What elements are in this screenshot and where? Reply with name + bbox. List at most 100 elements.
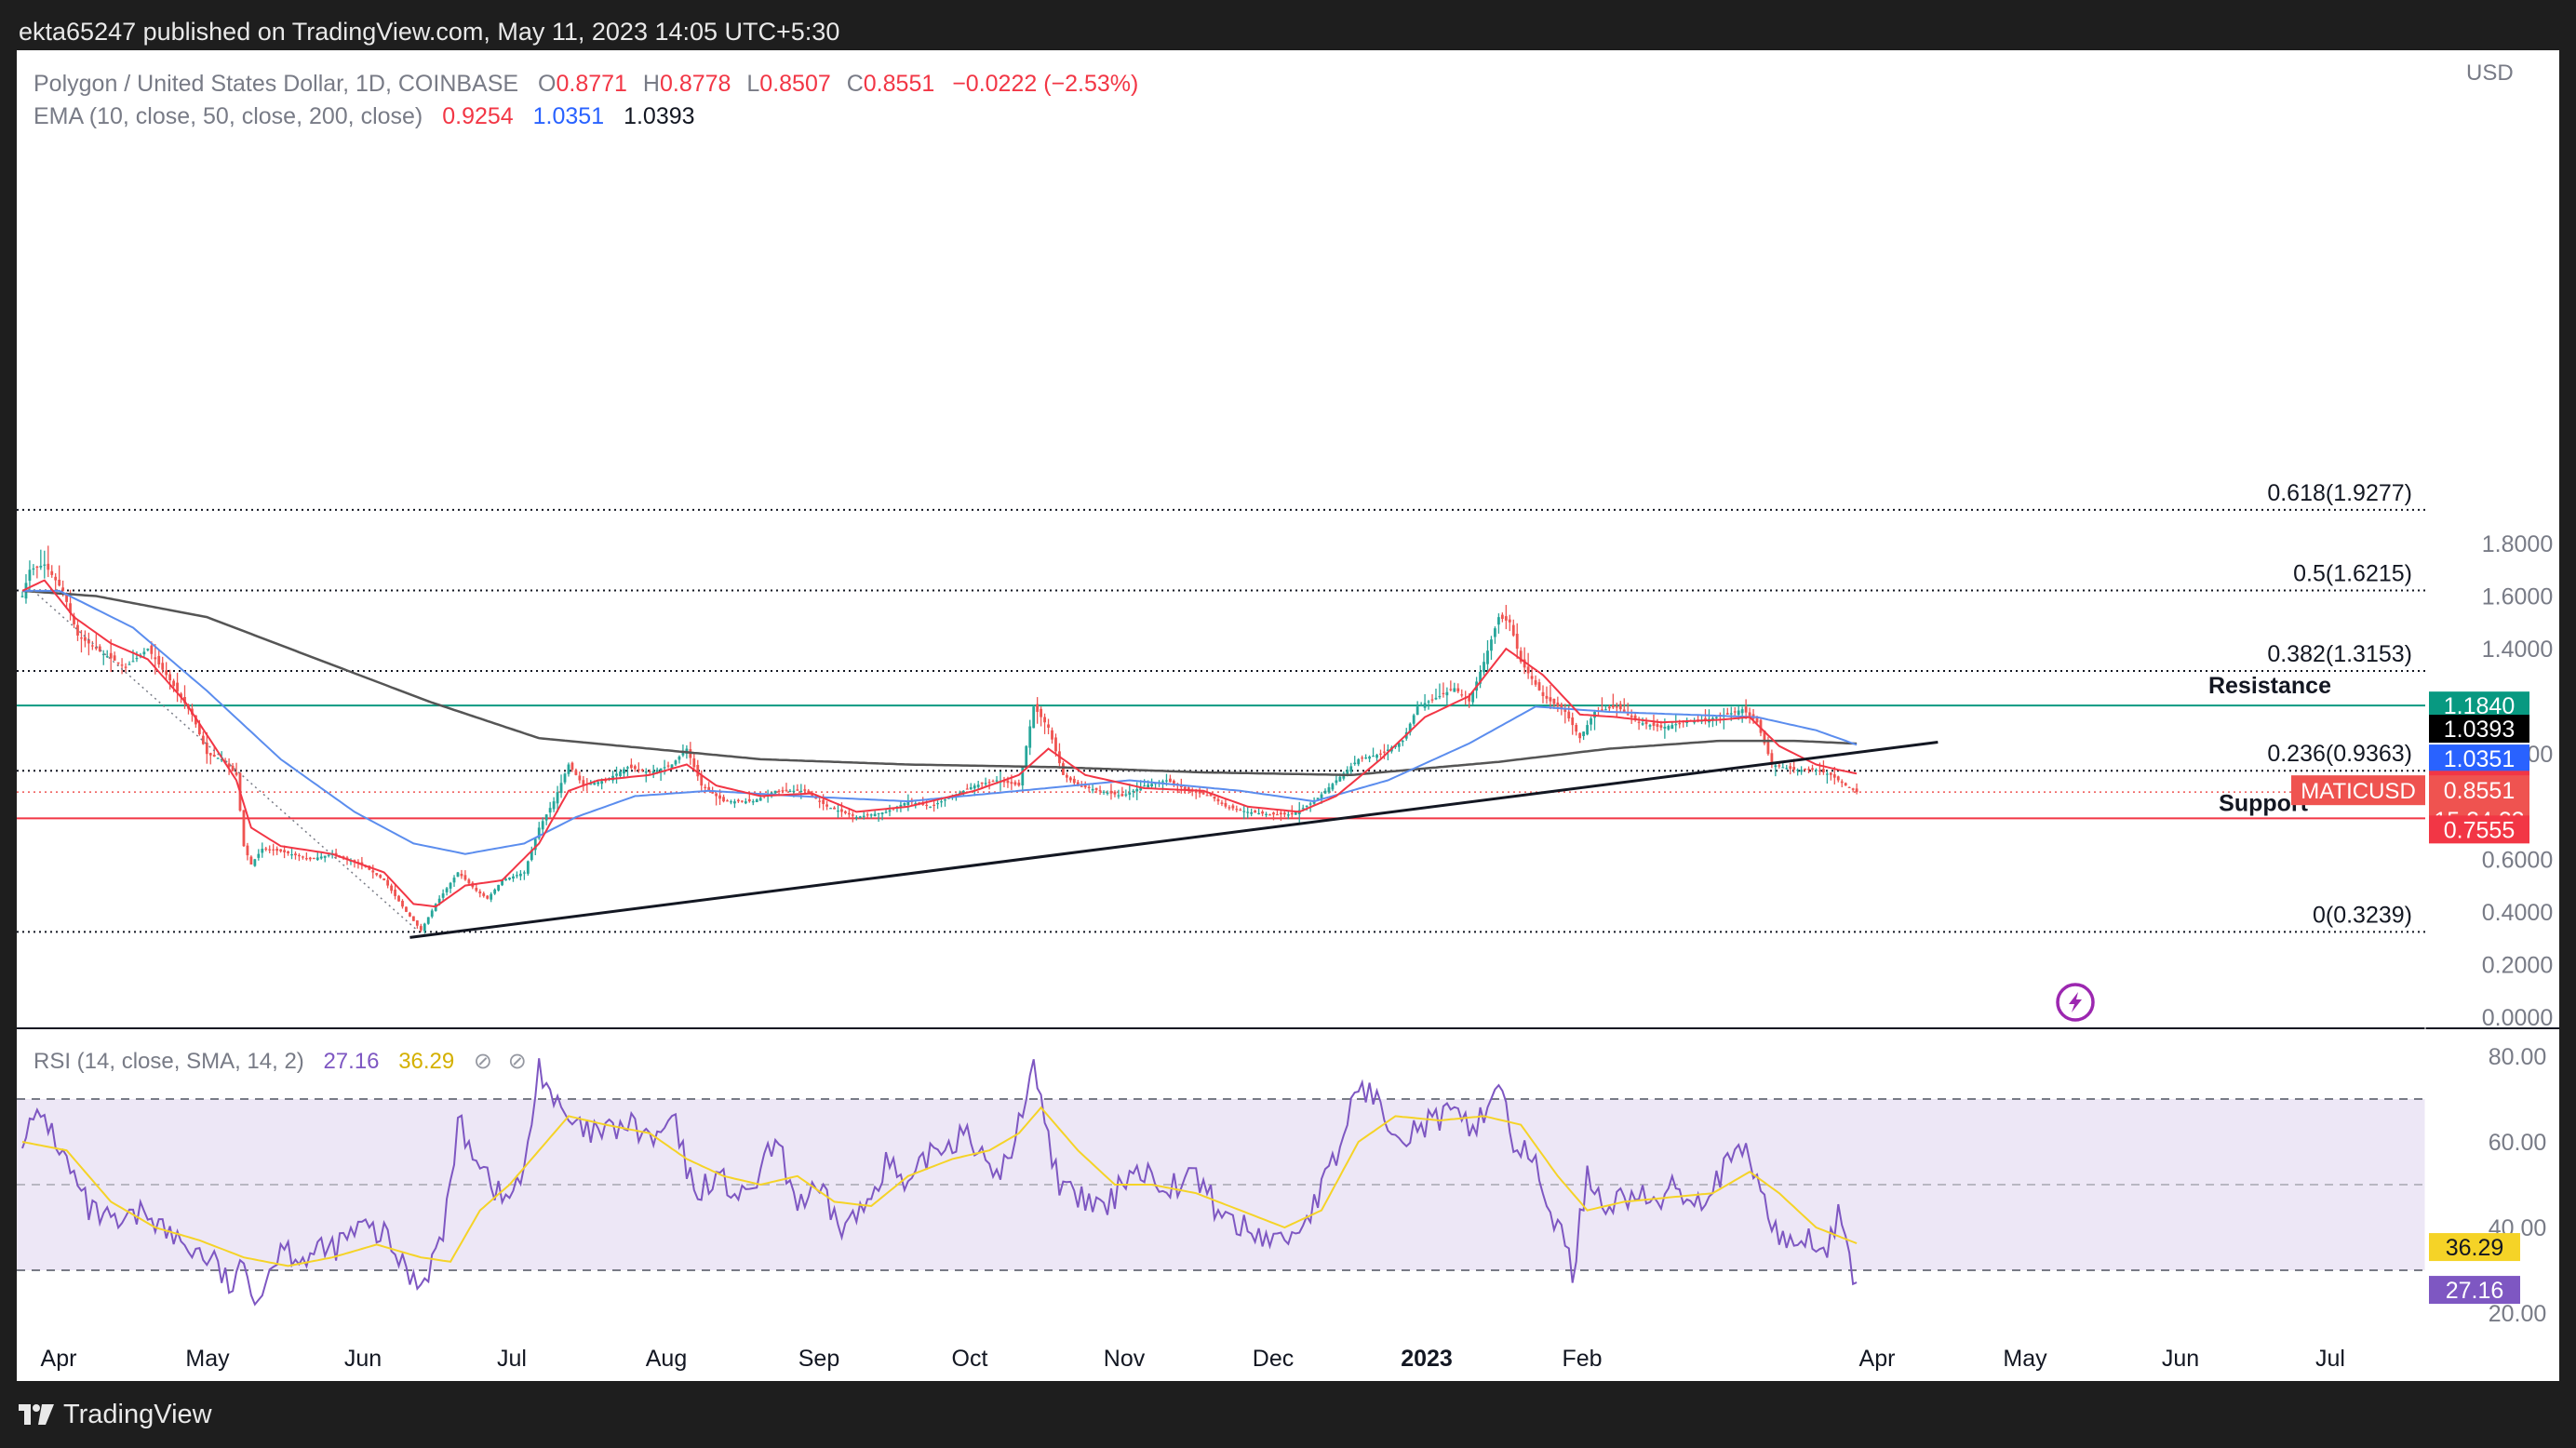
candle-body (965, 788, 969, 790)
candle-body (1194, 791, 1198, 793)
candle-body (666, 765, 670, 767)
candle-body (1353, 762, 1357, 765)
time-axis-tick: Jun (2162, 1346, 2199, 1372)
time-axis-tick: Nov (1104, 1346, 1146, 1372)
candle-body (1622, 709, 1626, 712)
candle-body (758, 798, 762, 801)
fib-diagonal-line (33, 590, 418, 932)
candle-body (777, 790, 781, 792)
candle-body (1109, 790, 1113, 794)
candle-body (98, 646, 101, 651)
candle-body (1179, 785, 1183, 788)
candle-body (150, 645, 154, 654)
candle-body (161, 663, 165, 670)
candle-body (1331, 784, 1335, 790)
candle-body (1575, 725, 1578, 732)
candle-body (180, 693, 182, 698)
candle-body (452, 878, 456, 883)
candle-body (711, 791, 715, 794)
candle-body (1228, 807, 1231, 809)
candle-body (567, 764, 570, 774)
candle-body (261, 849, 264, 853)
candle-body (559, 783, 563, 794)
candle-body (1065, 774, 1068, 778)
candle-body (47, 563, 50, 570)
candle-body (1372, 756, 1375, 758)
candle-body (116, 662, 120, 664)
candle-body (1523, 659, 1526, 668)
candle-body (1047, 724, 1050, 728)
candle-body (1276, 813, 1279, 816)
candle-body (1357, 758, 1361, 765)
candle-body (109, 652, 113, 659)
candle-body (32, 568, 35, 570)
candle-body (437, 898, 441, 904)
candle-body (936, 802, 939, 805)
candle-body (1021, 765, 1025, 786)
candle-body (157, 655, 161, 665)
candle-body (113, 655, 116, 661)
ema50-tag: 1.0351 (2444, 746, 2515, 772)
candle-body (1590, 718, 1592, 725)
candle-body (1220, 802, 1224, 804)
candle-body (1526, 666, 1530, 674)
candle-body (220, 758, 223, 761)
candle-body (1117, 795, 1120, 797)
candle-body (308, 857, 312, 860)
candle-body (411, 916, 415, 921)
candle-body (740, 800, 744, 802)
candle-body (880, 812, 884, 814)
candle-body (1368, 757, 1371, 759)
tradingview-brand[interactable]: TradingView (19, 1396, 212, 1433)
candle-body (176, 682, 179, 692)
candle-body (906, 801, 910, 806)
rsi-band (17, 1099, 2425, 1270)
lightning-icon[interactable] (2056, 983, 2095, 1022)
candle-body (1139, 787, 1143, 791)
candle-body (1209, 793, 1213, 797)
candle-body (854, 817, 858, 819)
candle-body (925, 804, 929, 807)
candle-body (1714, 717, 1718, 718)
candle-body (1453, 688, 1456, 692)
fib-level-label: 0(0.3239) (2313, 902, 2412, 928)
candle-body (497, 884, 501, 891)
candle-body (1822, 769, 1825, 772)
candle-body (76, 624, 79, 636)
candle-body (490, 893, 493, 900)
candle-body (1479, 671, 1482, 684)
candle-body (822, 799, 825, 804)
symbol-tag: MATICUSD (2301, 779, 2416, 804)
candle-body (678, 757, 681, 760)
candle-body (704, 786, 707, 788)
candle-body (1043, 717, 1046, 723)
ema50-line (22, 589, 1858, 855)
candle-body (888, 810, 892, 812)
time-axis-tick: Apr (41, 1346, 77, 1372)
candle-body (623, 769, 625, 774)
guide-lines (17, 50, 2559, 1381)
candle-body (312, 857, 315, 860)
candle-body (304, 858, 308, 860)
candle-body (1445, 691, 1449, 696)
candle-body (101, 653, 105, 655)
candle-body (426, 917, 430, 924)
candle-body (1379, 753, 1382, 755)
candle-body (1497, 617, 1500, 625)
candle-body (1785, 768, 1789, 770)
ema50-tag-bg (2429, 744, 2529, 773)
time-axis-tick: Oct (952, 1346, 988, 1372)
candle-body (1006, 780, 1010, 784)
rsi-legend: RSI (14, close, SMA, 14, 2) 27.16 36.29 … (34, 1049, 527, 1074)
candle-body (441, 893, 445, 898)
candle-body (1560, 704, 1563, 710)
candle-body (246, 845, 249, 856)
candle-body (1301, 808, 1305, 810)
candle-body (1626, 714, 1630, 716)
candle-body (1519, 650, 1523, 663)
candle-body (1408, 723, 1412, 732)
candle-body (681, 752, 685, 756)
candle-body (1648, 725, 1652, 727)
candle-body (1323, 790, 1327, 794)
